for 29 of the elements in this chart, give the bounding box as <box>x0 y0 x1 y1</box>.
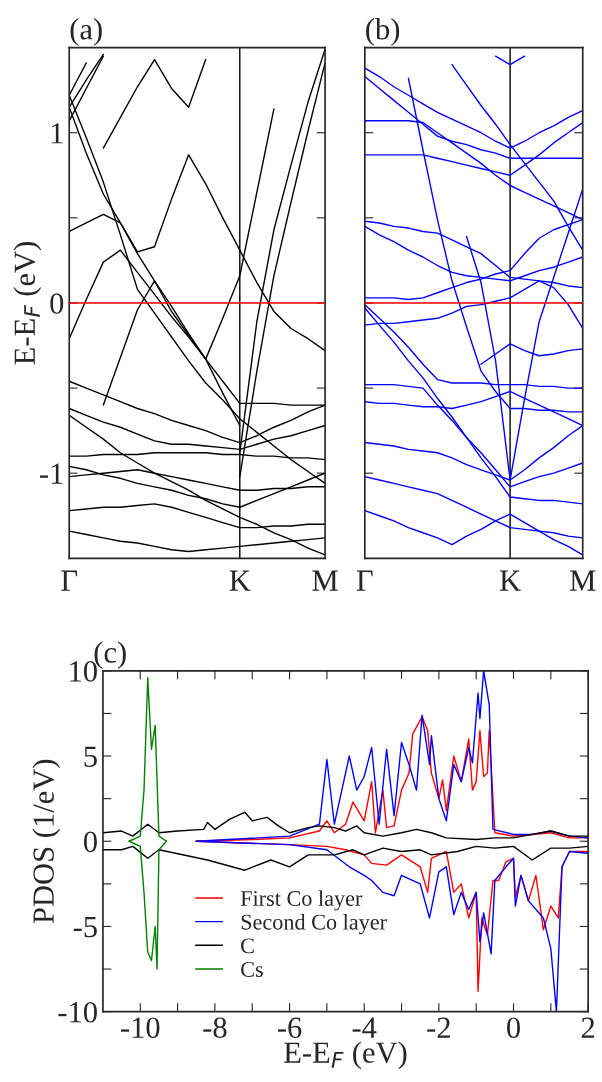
y-tick-label: -10 <box>58 1001 97 1023</box>
x-tick-label: -2 <box>427 1017 450 1038</box>
legend-label: Cs <box>241 962 263 977</box>
x-tick-label: -8 <box>203 1017 227 1039</box>
y-axis-title: PDOS (1/eV) <box>32 759 61 924</box>
y-axis-title: E-E$_{F}$ (eV) <box>13 242 42 365</box>
legend-label: Second Co layer <box>241 913 387 935</box>
y-tick-label: 0 <box>50 293 64 314</box>
chart-title: (a) <box>70 18 102 46</box>
legend-label: First Co layer <box>240 890 363 911</box>
x-tick-label: K <box>499 570 521 591</box>
y-tick-label: -1 <box>40 463 63 484</box>
y-tick-label: 5 <box>84 746 97 767</box>
x-tick-label: -10 <box>121 1017 160 1039</box>
x-tick-label: Γ <box>61 570 78 591</box>
y-tick-label: 0 <box>83 831 97 853</box>
x-tick-label: M <box>312 570 338 591</box>
x-tick-label: -4 <box>352 1017 377 1038</box>
x-axis-title: E-E$_{F}$ (eV) <box>284 1041 407 1070</box>
chart-title: (b) <box>366 18 400 46</box>
x-tick-label: -6 <box>277 1017 302 1039</box>
legend-label: C <box>241 938 254 954</box>
x-tick-label: K <box>229 570 251 591</box>
x-tick-label: M <box>570 570 596 591</box>
y-tick-label: 1 <box>51 123 63 144</box>
y-tick-label: -5 <box>73 917 97 938</box>
x-tick-label: Γ <box>356 570 373 591</box>
x-tick-label: 2 <box>581 1017 595 1038</box>
x-tick-label: 0 <box>507 1017 520 1039</box>
